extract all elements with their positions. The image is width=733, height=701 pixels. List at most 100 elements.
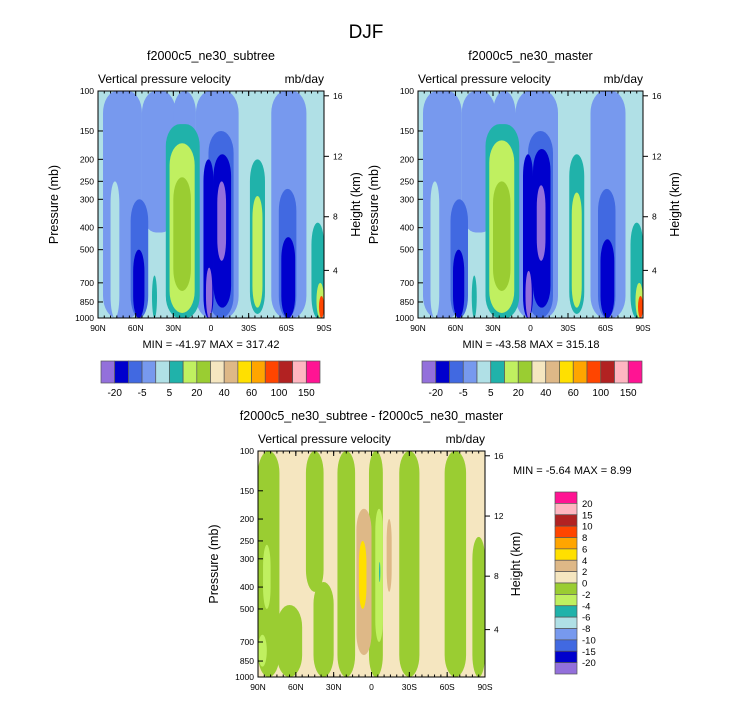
colorbar-swatch bbox=[554, 548, 578, 561]
colorbar-label: 20 bbox=[191, 388, 203, 399]
contour-region bbox=[313, 582, 334, 677]
colorbar-swatch bbox=[182, 360, 198, 384]
height-tick-label: 16 bbox=[333, 91, 343, 101]
colorbar-swatch bbox=[600, 360, 615, 384]
colorbar-label: -2 bbox=[582, 590, 590, 601]
colorbar-swatch bbox=[251, 360, 266, 384]
x-tick-label: 60S bbox=[598, 323, 613, 333]
colorbar-label: 40 bbox=[219, 388, 231, 399]
colorbar-label: -20 bbox=[429, 388, 444, 399]
variable-label: Vertical pressure velocity bbox=[418, 72, 551, 86]
colorbar-swatch bbox=[554, 491, 578, 504]
y-axis-label: Pressure (mb) bbox=[47, 165, 61, 244]
colorbar-swatch bbox=[554, 616, 578, 629]
contour-region bbox=[217, 181, 227, 261]
x-tick-label: 30N bbox=[485, 323, 501, 333]
p-tick-label: 700 bbox=[240, 637, 254, 647]
colorbar-swatch bbox=[554, 525, 578, 538]
p-tick-label: 200 bbox=[80, 154, 94, 164]
x-tick-label: 0 bbox=[369, 682, 374, 692]
contour-region bbox=[258, 634, 267, 667]
colorbar-swatch bbox=[614, 360, 629, 384]
x-tick-label: 60S bbox=[440, 682, 455, 692]
x-tick-label: 90N bbox=[90, 323, 106, 333]
colorbar-swatch bbox=[559, 360, 574, 384]
height-tick-label: 4 bbox=[652, 265, 657, 275]
colorbar-label: -4 bbox=[582, 601, 590, 612]
contour-panel-2 bbox=[417, 90, 648, 319]
x-tick-label: 30S bbox=[241, 323, 256, 333]
p-tick-label: 200 bbox=[240, 514, 254, 524]
contour-region bbox=[276, 604, 303, 677]
colorbar-swatch bbox=[554, 639, 578, 652]
variable-label: Vertical pressure velocity bbox=[258, 432, 391, 446]
p-tick-label: 250 bbox=[400, 176, 414, 186]
colorbar-label: -15 bbox=[582, 647, 596, 658]
colorbar-swatch bbox=[210, 360, 225, 384]
colorbar-2 bbox=[421, 360, 643, 384]
p-tick-label: 300 bbox=[400, 194, 414, 204]
colorbar-swatch bbox=[169, 360, 184, 384]
colorbar-label: -5 bbox=[459, 388, 468, 399]
stats-label: MIN = -41.97 MAX = 317.42 bbox=[143, 339, 280, 351]
contour-panel-3 bbox=[257, 450, 490, 678]
height-tick-label: 16 bbox=[494, 451, 504, 461]
contour-region bbox=[493, 181, 511, 291]
contour-panel-1 bbox=[97, 90, 329, 319]
p-tick-label: 250 bbox=[80, 176, 94, 186]
contour-region bbox=[399, 451, 420, 677]
p-tick-label: 100 bbox=[240, 446, 254, 456]
contour-region bbox=[600, 239, 615, 318]
p-tick-label: 500 bbox=[80, 245, 94, 255]
contour-region bbox=[472, 536, 485, 677]
colorbar-label: -8 bbox=[582, 624, 590, 635]
colorbar-label: 100 bbox=[271, 388, 288, 399]
contour-region bbox=[444, 451, 467, 677]
colorbar-swatch bbox=[554, 514, 578, 527]
panel-title: f2000c5_ne30_subtree - f2000c5_ne30_mast… bbox=[240, 409, 503, 423]
colorbar-label: 2 bbox=[582, 567, 587, 578]
colorbar-swatch bbox=[554, 605, 578, 618]
y-axis-label: Pressure (mb) bbox=[367, 165, 381, 244]
p-tick-label: 300 bbox=[240, 554, 254, 564]
p-tick-label: 150 bbox=[240, 486, 254, 496]
colorbar-swatch bbox=[100, 360, 116, 384]
y-axis-label: Pressure (mb) bbox=[207, 524, 221, 603]
colorbar-label: 40 bbox=[540, 388, 552, 399]
contour-region bbox=[318, 296, 324, 318]
colorbar-label: -6 bbox=[582, 613, 590, 624]
colorbar-label: 5 bbox=[488, 388, 494, 399]
contour-region bbox=[133, 249, 145, 318]
contour-region bbox=[263, 544, 271, 609]
units-label: mb/day bbox=[285, 72, 324, 86]
contour-region bbox=[525, 270, 532, 318]
x-tick-label: 60N bbox=[448, 323, 464, 333]
colorbar-label: 0 bbox=[582, 579, 587, 590]
p-tick-label: 850 bbox=[400, 297, 414, 307]
x-tick-label: 90S bbox=[316, 323, 331, 333]
colorbar-swatch bbox=[476, 360, 492, 384]
colorbar-label: 100 bbox=[592, 388, 609, 399]
colorbar-swatch bbox=[545, 360, 560, 384]
colorbar-swatch bbox=[141, 360, 157, 384]
colorbar-swatch bbox=[128, 360, 143, 384]
colorbar-swatch bbox=[155, 360, 170, 384]
colorbar-swatch bbox=[554, 503, 578, 516]
contour-region bbox=[205, 267, 213, 318]
y-axis-right-label: Height (km) bbox=[349, 172, 363, 237]
variable-label: Vertical pressure velocity bbox=[98, 72, 231, 86]
p-tick-label: 150 bbox=[400, 126, 414, 136]
p-tick-label: 1000 bbox=[235, 672, 254, 682]
colorbar-diff bbox=[554, 491, 578, 675]
x-tick-label: 90N bbox=[410, 323, 426, 333]
p-tick-label: 1000 bbox=[75, 313, 94, 323]
x-tick-label: 90N bbox=[250, 682, 266, 692]
x-tick-label: 0 bbox=[209, 323, 214, 333]
colorbar-swatch bbox=[554, 662, 578, 675]
x-tick-label: 60N bbox=[288, 682, 304, 692]
contour-region bbox=[453, 249, 465, 318]
contour-region bbox=[536, 185, 546, 261]
colorbar-swatch bbox=[421, 360, 437, 384]
contour-region bbox=[252, 195, 263, 308]
